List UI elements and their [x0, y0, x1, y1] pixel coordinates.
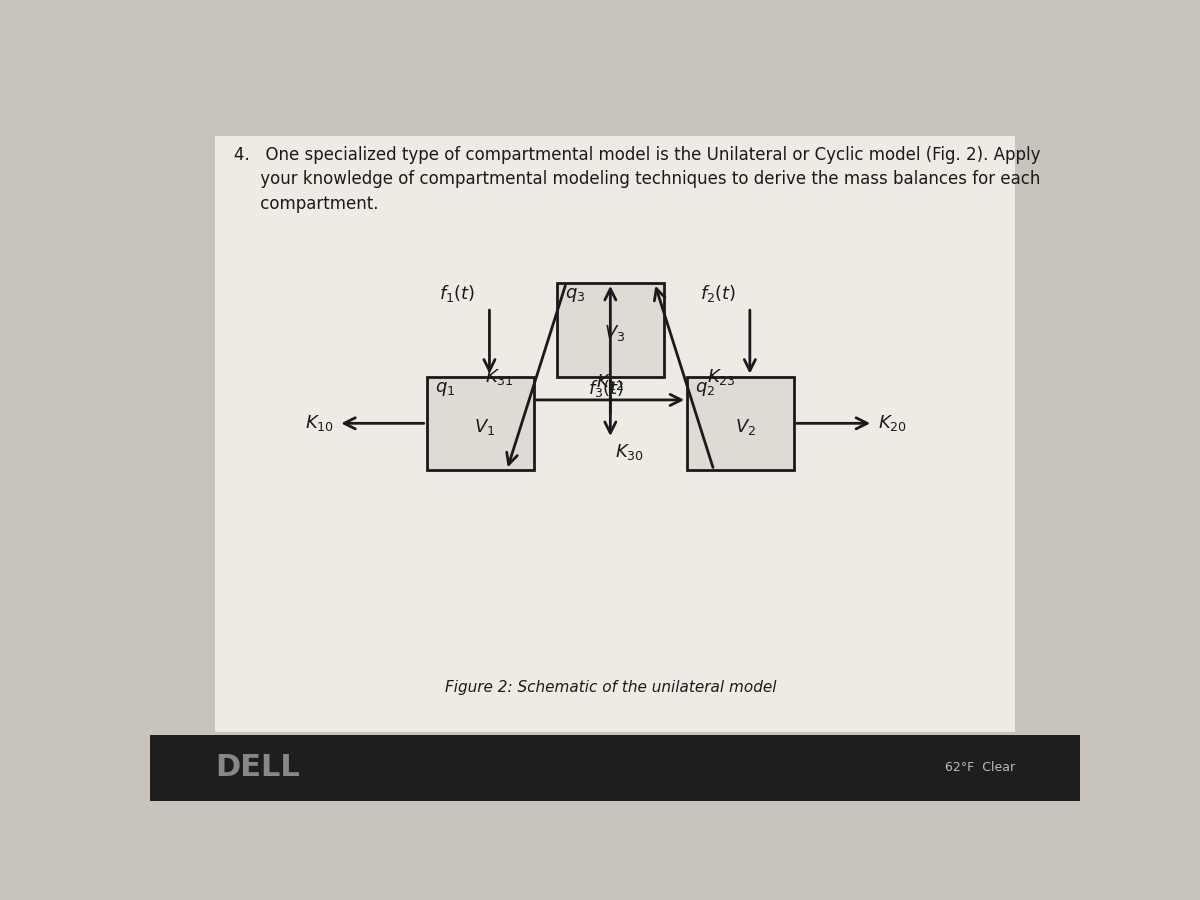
Text: $V_1$: $V_1$: [474, 417, 496, 436]
Text: 62°F  Clear: 62°F Clear: [944, 761, 1015, 774]
Text: $K_{30}$: $K_{30}$: [616, 443, 644, 463]
FancyBboxPatch shape: [688, 376, 794, 470]
Text: $K_{31}$: $K_{31}$: [485, 366, 514, 386]
Text: $q_2$: $q_2$: [696, 380, 715, 398]
Text: Figure 2: Schematic of the unilateral model: Figure 2: Schematic of the unilateral mo…: [445, 680, 776, 695]
Text: $f_2(t)$: $f_2(t)$: [700, 283, 736, 304]
Text: $q_3$: $q_3$: [565, 286, 586, 304]
Text: your knowledge of compartmental modeling techniques to derive the mass balances : your knowledge of compartmental modeling…: [234, 170, 1040, 188]
Text: $V_3$: $V_3$: [605, 323, 625, 343]
Text: $K_{12}$: $K_{12}$: [596, 372, 625, 392]
FancyBboxPatch shape: [557, 283, 664, 376]
FancyBboxPatch shape: [215, 136, 1015, 732]
FancyBboxPatch shape: [150, 735, 1080, 801]
Text: $K_{20}$: $K_{20}$: [877, 413, 907, 433]
Text: $q_1$: $q_1$: [436, 380, 455, 398]
Text: DELL: DELL: [215, 753, 300, 782]
Text: $K_{23}$: $K_{23}$: [708, 366, 736, 386]
Text: 4.   One specialized type of compartmental model is the Unilateral or Cyclic mod: 4. One specialized type of compartmental…: [234, 146, 1040, 164]
FancyBboxPatch shape: [427, 376, 534, 470]
Text: compartment.: compartment.: [234, 194, 378, 212]
Text: $V_2$: $V_2$: [734, 417, 756, 436]
Text: $f_1(t)$: $f_1(t)$: [439, 283, 475, 304]
Text: $f_3(t)$: $f_3(t)$: [588, 378, 624, 399]
Text: $K_{10}$: $K_{10}$: [305, 413, 334, 433]
